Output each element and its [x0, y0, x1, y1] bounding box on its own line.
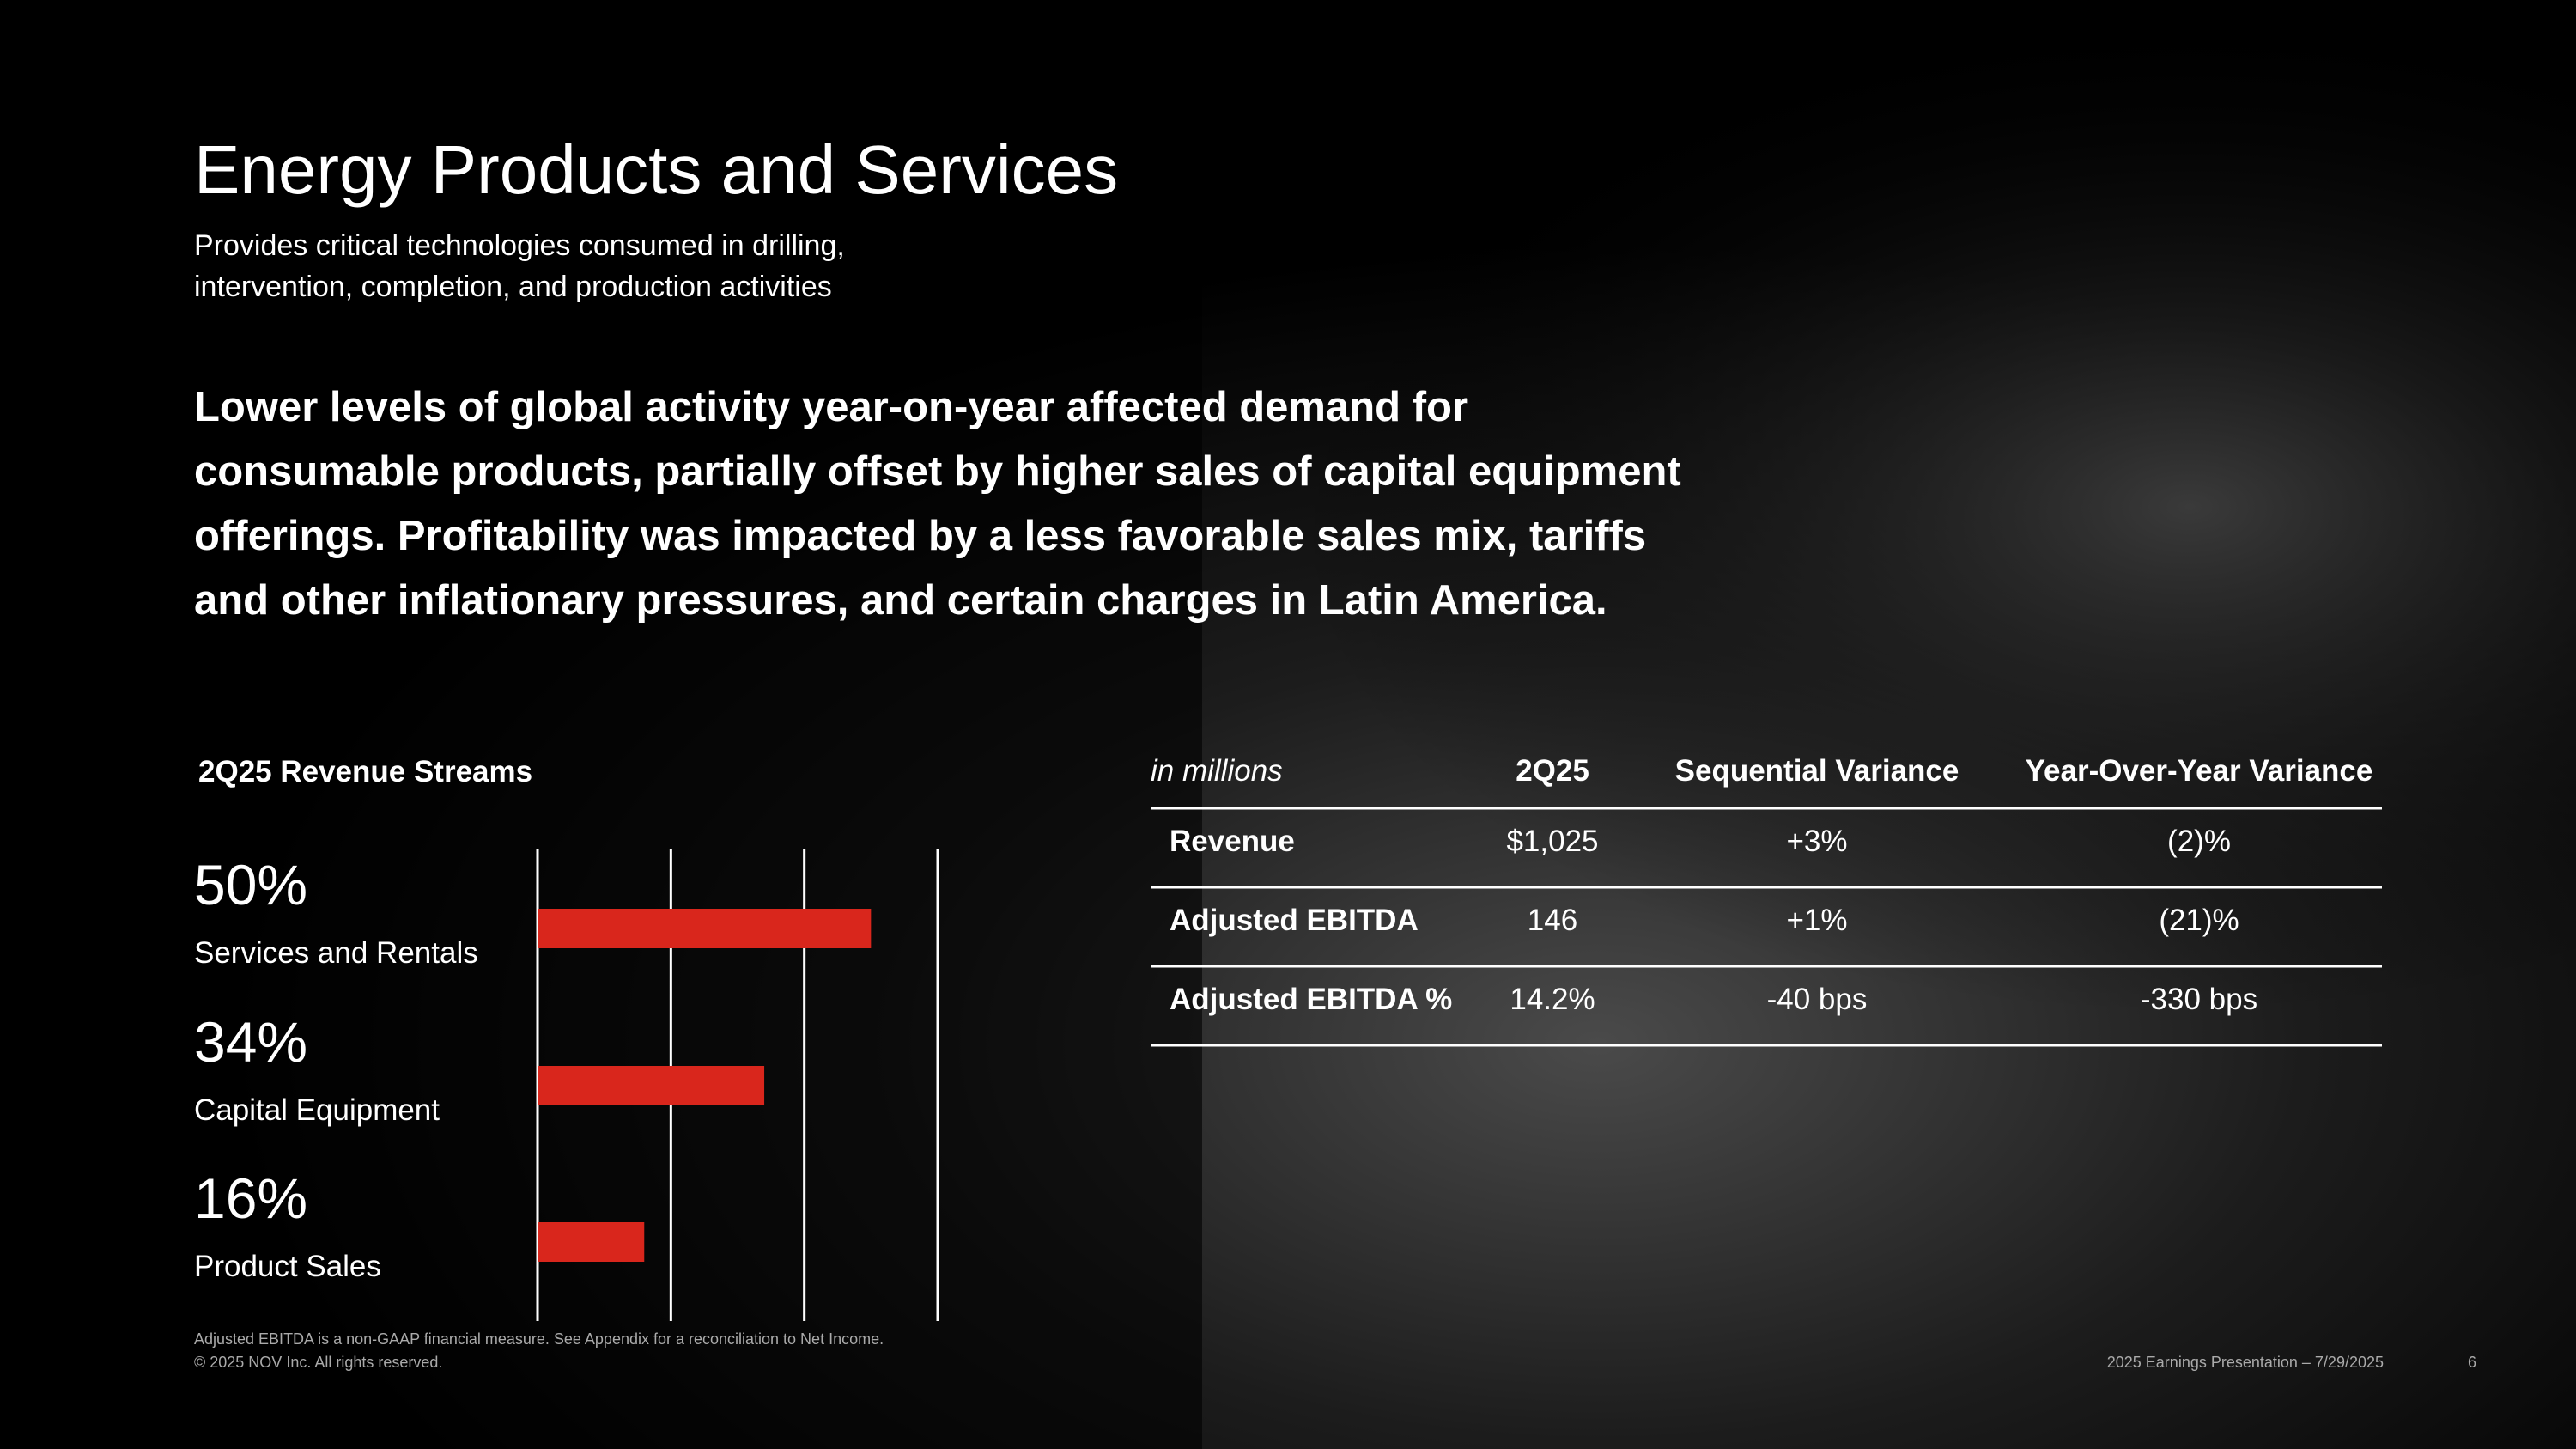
- subtitle: intervention, completion, and production…: [194, 271, 832, 303]
- summary-line: offerings. Profitability was impacted by…: [194, 513, 1646, 559]
- table-header: 2Q25: [1516, 754, 1589, 788]
- value-label: 34%: [194, 1010, 307, 1074]
- chart-title: 2Q25 Revenue Streams: [198, 755, 532, 788]
- table-header: in millions: [1151, 754, 1283, 788]
- value-label: 50%: [194, 853, 307, 916]
- row-label: Adjusted EBITDA %: [1170, 983, 1452, 1016]
- table-cell: +3%: [1786, 825, 1847, 858]
- summary-line: Lower levels of global activity year-on-…: [194, 384, 1468, 430]
- table-cell: $1,025: [1506, 825, 1598, 858]
- row-label: Adjusted EBITDA: [1170, 904, 1419, 937]
- table-cell: +1%: [1786, 904, 1847, 937]
- summary-line: and other inflationary pressures, and ce…: [194, 577, 1607, 624]
- background-shade: [0, 0, 1202, 1449]
- table-header: Sequential Variance: [1675, 754, 1959, 788]
- bar: [538, 1066, 765, 1105]
- table-cell: 146: [1528, 904, 1577, 937]
- table-header: Year-Over-Year Variance: [2026, 754, 2373, 788]
- table-cell: -40 bps: [1767, 983, 1868, 1016]
- category-label: Capital Equipment: [194, 1093, 440, 1127]
- subtitle: Provides critical technologies consumed …: [194, 229, 845, 262]
- footer-presentation: 2025 Earnings Presentation – 7/29/2025: [2107, 1354, 2384, 1371]
- bar: [538, 1222, 645, 1262]
- page-number: 6: [2468, 1354, 2476, 1371]
- footnote: © 2025 NOV Inc. All rights reserved.: [194, 1354, 442, 1371]
- category-label: Services and Rentals: [194, 936, 478, 970]
- category-label: Product Sales: [194, 1250, 381, 1283]
- footnote: Adjusted EBITDA is a non-GAAP financial …: [194, 1330, 884, 1348]
- bar: [538, 909, 872, 948]
- table-cell: (21)%: [2159, 904, 2239, 937]
- value-label: 16%: [194, 1166, 307, 1230]
- title: Energy Products and Services: [194, 131, 1118, 208]
- table-cell: -330 bps: [2141, 983, 2257, 1016]
- table-cell: 14.2%: [1510, 983, 1595, 1016]
- table-cell: (2)%: [2167, 825, 2231, 858]
- summary-line: consumable products, partially offset by…: [194, 448, 1681, 495]
- row-label: Revenue: [1170, 825, 1295, 858]
